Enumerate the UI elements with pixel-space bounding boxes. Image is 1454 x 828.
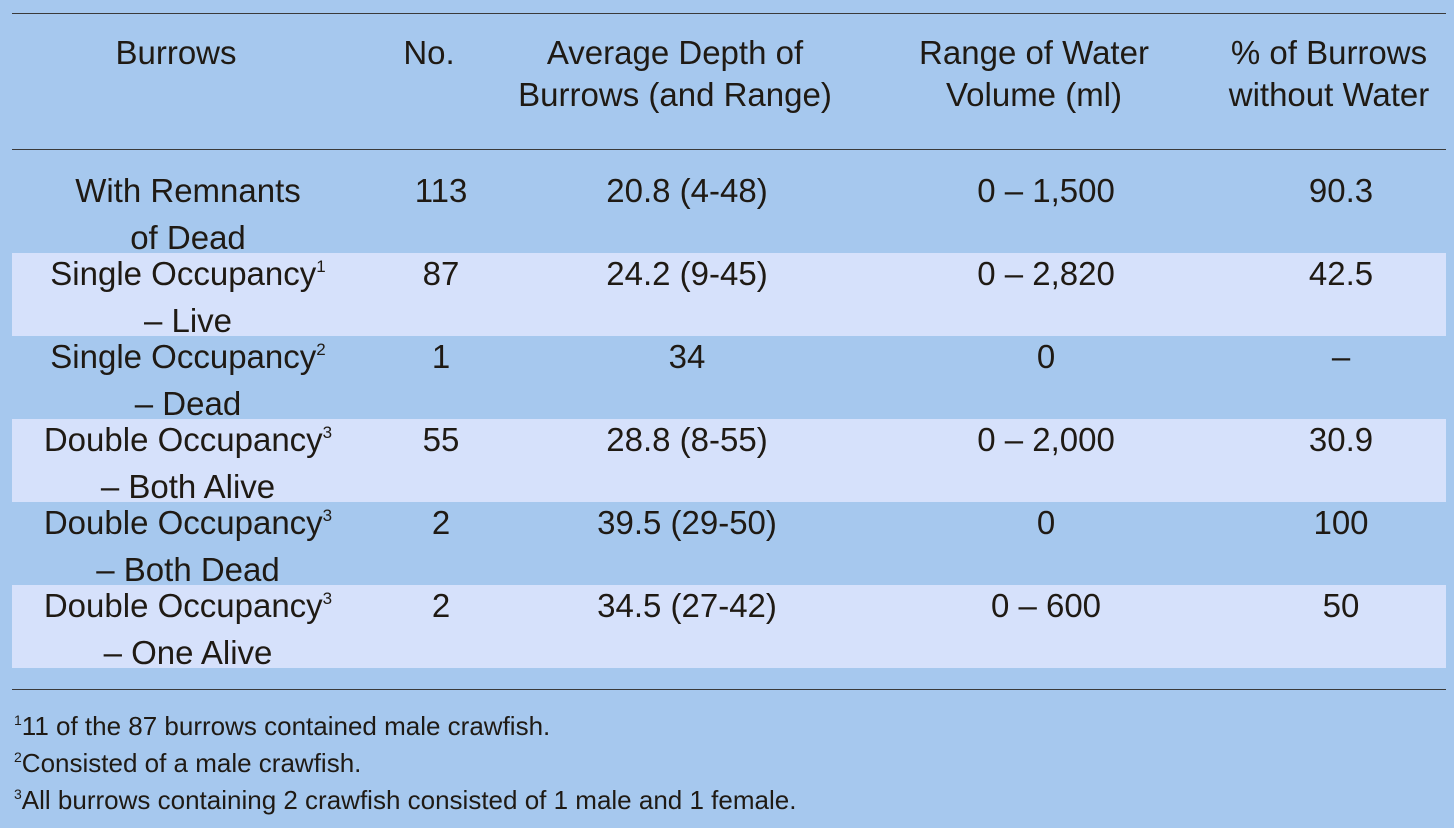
footnote-2-mark: 2 <box>14 749 22 765</box>
count-cell: 55 <box>422 421 460 458</box>
table-row: With Remnants of Dead 113 20.8 (4-48) 0 … <box>12 170 1446 256</box>
burrow-type-cell: Double Occupancy3 – One Alive <box>12 585 364 673</box>
table-row: Single Occupancy1 – Live 87 24.2 (9-45) … <box>12 253 1446 339</box>
burrow-type-cell: Single Occupancy2 – Dead <box>12 336 364 424</box>
count-cell: 113 <box>414 172 468 209</box>
footnotes: 111 of the 87 burrows contained male cra… <box>14 710 796 821</box>
percent-cell: 42.5 <box>1308 255 1374 292</box>
header-number: No. <box>366 32 492 74</box>
footnote-3: 3All burrows containing 2 crawfish consi… <box>14 784 796 821</box>
percent-cell: – <box>1331 338 1351 375</box>
percent-cell: 100 <box>1313 504 1369 541</box>
table-row: Double Occupancy3 – One Alive 2 34.5 (27… <box>12 585 1446 671</box>
water-volume-cell: 0 – 2,000 <box>977 421 1115 458</box>
header-pct-line2: without Water <box>1228 76 1430 113</box>
burrow-type-line2: – Both Dead <box>96 551 280 588</box>
burrow-type-line2: – Live <box>143 302 233 339</box>
burrow-type-cell: With Remnants of Dead <box>12 170 364 258</box>
count-cell: 1 <box>431 338 451 375</box>
footnote-mark: 3 <box>322 423 333 442</box>
table-row: Double Occupancy3 – Both Alive 55 28.8 (… <box>12 419 1446 505</box>
header-depth-line1: Average Depth of <box>546 34 804 71</box>
footnote-1-text: 11 of the 87 burrows contained male craw… <box>21 711 551 741</box>
burrow-type-line2: – Both Alive <box>100 468 276 505</box>
burrow-type-line1: Single Occupancy <box>50 255 317 292</box>
burrow-type-line1: Double Occupancy <box>43 504 323 541</box>
water-volume-cell: 0 – 2,820 <box>977 255 1115 292</box>
footnote-2: 2Consisted of a male crawfish. <box>14 747 796 784</box>
burrow-type-line1: Double Occupancy <box>43 587 323 624</box>
burrow-type-line1: With Remnants <box>75 172 301 209</box>
footnote-mark: 3 <box>322 506 333 525</box>
burrow-type-line1: Double Occupancy <box>43 421 323 458</box>
table-header: Burrows No. Average Depth of Burrows (an… <box>0 32 1454 132</box>
water-volume-cell: 0 – 1,500 <box>977 172 1115 209</box>
header-bottom-rule <box>12 149 1446 150</box>
header-burrows-line1: Burrows <box>115 34 237 71</box>
burrow-type-line1: Single Occupancy <box>50 338 317 375</box>
percent-cell: 90.3 <box>1308 172 1374 209</box>
header-number-line1: No. <box>403 34 455 71</box>
depth-cell: 39.5 (29-50) <box>597 504 777 541</box>
count-cell: 2 <box>431 504 451 541</box>
water-volume-cell: 0 – 600 <box>990 587 1102 624</box>
header-depth-line2: Burrows (and Range) <box>518 76 832 113</box>
count-cell: 2 <box>431 587 451 624</box>
header-burrows: Burrows <box>0 32 352 74</box>
table-row: Single Occupancy2 – Dead 1 34 0 – <box>12 336 1446 422</box>
table-bottom-rule <box>12 689 1446 690</box>
footnote-1: 111 of the 87 burrows contained male cra… <box>14 710 796 747</box>
footnote-mark: 3 <box>322 589 333 608</box>
water-volume-cell: 0 <box>1036 338 1056 375</box>
footnote-mark: 2 <box>316 340 326 359</box>
table-top-rule <box>12 13 1446 14</box>
percent-cell: 30.9 <box>1308 421 1374 458</box>
depth-cell: 34 <box>668 338 706 375</box>
depth-cell: 20.8 (4-48) <box>606 172 768 209</box>
footnote-3-text: All burrows containing 2 crawfish consis… <box>21 785 797 815</box>
burrow-type-line2: – One Alive <box>103 634 273 671</box>
footnote-2-text: Consisted of a male crawfish. <box>21 748 362 778</box>
burrow-type-cell: Double Occupancy3 – Both Dead <box>12 502 364 590</box>
count-cell: 87 <box>422 255 460 292</box>
header-water-volume: Range of Water Volume (ml) <box>882 32 1186 116</box>
depth-cell: 28.8 (8-55) <box>606 421 768 458</box>
header-pct-line1: % of Burrows <box>1230 34 1428 71</box>
header-average-depth: Average Depth of Burrows (and Range) <box>493 32 857 116</box>
burrow-type-line2: of Dead <box>130 219 246 256</box>
water-volume-cell: 0 <box>1036 504 1056 541</box>
burrow-type-cell: Single Occupancy1 – Live <box>12 253 364 341</box>
header-water-line2: Volume (ml) <box>945 76 1123 113</box>
header-water-line1: Range of Water <box>919 34 1149 71</box>
depth-cell: 34.5 (27-42) <box>597 587 777 624</box>
footnote-1-mark: 1 <box>14 712 22 728</box>
depth-cell: 24.2 (9-45) <box>606 255 768 292</box>
header-percent-without-water: % of Burrows without Water <box>1191 32 1454 116</box>
burrow-type-cell: Double Occupancy3 – Both Alive <box>12 419 364 507</box>
percent-cell: 50 <box>1322 587 1360 624</box>
footnote-mark: 1 <box>316 257 326 276</box>
footnote-3-mark: 3 <box>14 786 22 802</box>
table-row: Double Occupancy3 – Both Dead 2 39.5 (29… <box>12 502 1446 588</box>
burrow-type-line2: – Dead <box>134 385 242 422</box>
